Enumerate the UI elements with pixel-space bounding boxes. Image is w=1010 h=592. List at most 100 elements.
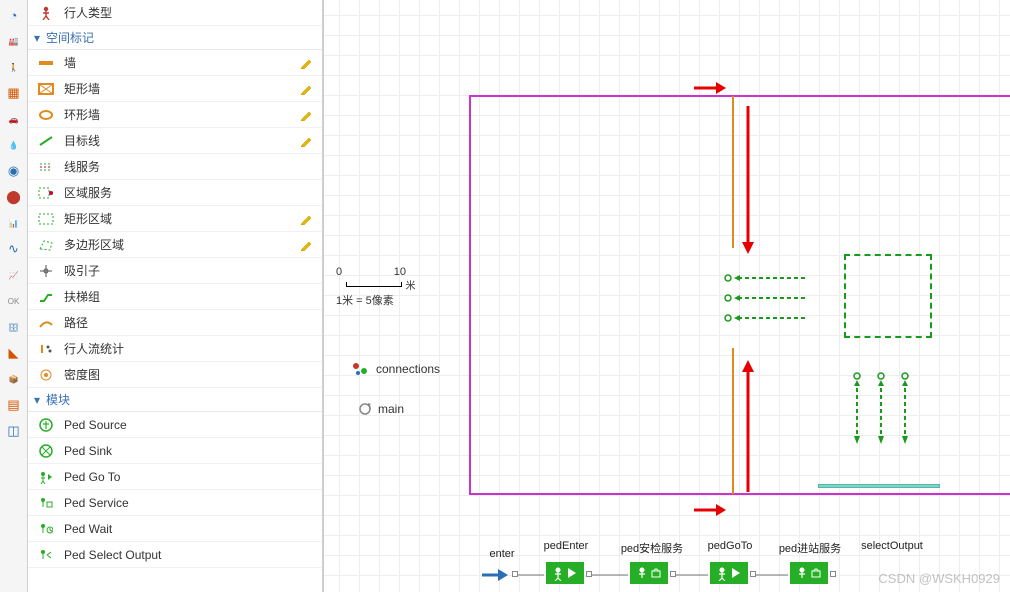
flow-label-secserv: ped安检服务 bbox=[616, 540, 688, 556]
pencil-icon[interactable] bbox=[298, 55, 314, 71]
service-vline-1[interactable] bbox=[852, 370, 862, 446]
palette-item[interactable]: 密度图 bbox=[28, 362, 322, 388]
flow-stat-icon bbox=[36, 341, 56, 357]
palette-item-label: 墙 bbox=[64, 54, 298, 71]
pencil-icon[interactable] bbox=[298, 211, 314, 227]
shape-icon[interactable]: ◣ bbox=[5, 344, 23, 362]
service-vline-3[interactable] bbox=[900, 370, 910, 446]
palette-item[interactable]: Ped Service bbox=[28, 490, 322, 516]
flow-label-goto: pedGoTo bbox=[700, 540, 760, 552]
palette-item[interactable]: 矩形区域 bbox=[28, 206, 322, 232]
palette-item[interactable]: Ped Go To bbox=[28, 464, 322, 490]
palette-item-label: Ped Source bbox=[64, 418, 314, 432]
palette-item[interactable]: 多边形区域 bbox=[28, 232, 322, 258]
pencil-icon[interactable] bbox=[298, 133, 314, 149]
enter-arrow[interactable] bbox=[482, 568, 508, 582]
palette-item[interactable]: Ped Sink bbox=[28, 438, 322, 464]
palette-item-label: 吸引子 bbox=[64, 262, 298, 279]
main-label: main bbox=[378, 402, 404, 416]
palette-item[interactable]: 目标线 bbox=[28, 128, 322, 154]
palette-item[interactable]: 墙 bbox=[28, 50, 322, 76]
fluid-icon[interactable]: 💧 bbox=[5, 136, 23, 154]
layers-icon[interactable]: ▤ bbox=[5, 396, 23, 414]
connections-row[interactable]: connections bbox=[352, 362, 440, 376]
palette-group-blocks[interactable]: ▾ 模块 bbox=[28, 388, 322, 412]
service-line-3[interactable] bbox=[720, 313, 810, 323]
ok-icon[interactable]: OK bbox=[5, 292, 23, 310]
wait-icon bbox=[36, 521, 56, 537]
arrow-up bbox=[740, 358, 756, 494]
arrow-top bbox=[692, 80, 726, 96]
service-line-2[interactable] bbox=[720, 293, 810, 303]
palette-item[interactable]: 线服务 bbox=[28, 154, 322, 180]
flow-block-goto[interactable] bbox=[710, 562, 748, 584]
connect-icon[interactable]: ∿ bbox=[5, 240, 23, 258]
palette-item-pedtype[interactable]: 行人类型 bbox=[28, 0, 322, 26]
canvas[interactable]: 0 10 米 1米 = 5像素 connections main bbox=[323, 0, 1010, 592]
palette-item-label: 扶梯组 bbox=[64, 288, 298, 305]
flow-block-secserv[interactable] bbox=[630, 562, 668, 584]
palette-item-label: 多边形区域 bbox=[64, 236, 298, 253]
state-icon[interactable]: ◉ bbox=[5, 162, 23, 180]
flow-link bbox=[676, 574, 708, 576]
port[interactable] bbox=[830, 571, 836, 577]
connections-icon bbox=[352, 362, 370, 376]
flow-label-enter: enter bbox=[482, 548, 522, 560]
palette-item-label: 环形墙 bbox=[64, 106, 298, 123]
palette-item[interactable]: 区域服务 bbox=[28, 180, 322, 206]
pencil-icon bbox=[298, 315, 314, 331]
palette-item-label: Ped Sink bbox=[64, 444, 314, 458]
area-serv-icon bbox=[36, 185, 56, 201]
density-icon bbox=[36, 367, 56, 383]
factory-icon[interactable]: 🏭 bbox=[5, 32, 23, 50]
palette-group-label: 空间标记 bbox=[46, 29, 94, 46]
pencil-icon[interactable] bbox=[298, 237, 314, 253]
watermark: CSDN @WSKH0929 bbox=[878, 571, 1000, 586]
pencil-icon[interactable] bbox=[298, 107, 314, 123]
chart-icon[interactable]: 📊 bbox=[5, 214, 23, 232]
palette-item[interactable]: 矩形墙 bbox=[28, 76, 322, 102]
chevron-down-icon: ▾ bbox=[34, 393, 46, 407]
db-icon[interactable]: 🗄 bbox=[5, 318, 23, 336]
area-rect[interactable] bbox=[844, 254, 932, 338]
pedestrian-icon[interactable]: 🚶 bbox=[5, 58, 23, 76]
wall-bottom[interactable] bbox=[732, 348, 734, 494]
flow-link bbox=[756, 574, 788, 576]
palette-item[interactable]: 扶梯组 bbox=[28, 284, 322, 310]
main-row[interactable]: main bbox=[356, 402, 404, 416]
pencil-icon bbox=[298, 367, 314, 383]
palette-item[interactable]: Ped Source bbox=[28, 412, 322, 438]
scale-widget: 0 10 米 1米 = 5像素 bbox=[336, 268, 412, 308]
connections-label: connections bbox=[376, 362, 440, 376]
box-icon[interactable]: 📦 bbox=[5, 370, 23, 388]
service-vline-2[interactable] bbox=[876, 370, 886, 446]
service-icon bbox=[36, 495, 56, 511]
palette-item[interactable]: 路径 bbox=[28, 310, 322, 336]
palette-item[interactable]: Ped Wait bbox=[28, 516, 322, 542]
clock-icon[interactable]: ◔ bbox=[5, 6, 23, 24]
flow-label-staserv: ped进站服务 bbox=[774, 540, 846, 556]
car-icon[interactable]: 🚗 bbox=[5, 110, 23, 128]
palette-item-label: 矩形区域 bbox=[64, 210, 298, 227]
line-serv-icon bbox=[36, 159, 56, 175]
palette-item[interactable]: 行人流统计 bbox=[28, 336, 322, 362]
service-line-1[interactable] bbox=[720, 273, 810, 283]
pencil-icon[interactable] bbox=[298, 81, 314, 97]
target-line[interactable] bbox=[818, 484, 940, 488]
palette-group-space[interactable]: ▾ 空间标记 bbox=[28, 26, 322, 50]
chevron-down-icon: ▾ bbox=[34, 31, 46, 45]
palette-item-label: Ped Service bbox=[64, 496, 314, 510]
flow-block-pedenter[interactable] bbox=[546, 562, 584, 584]
palette-item-label: Ped Wait bbox=[64, 522, 314, 536]
arrow-bottom bbox=[692, 502, 726, 518]
bars-icon[interactable]: 📈 bbox=[5, 266, 23, 284]
rail-icon[interactable]: ▦ bbox=[5, 84, 23, 102]
window-icon[interactable]: ◫ bbox=[5, 422, 23, 440]
palette-item[interactable]: 环形墙 bbox=[28, 102, 322, 128]
wall-top[interactable] bbox=[732, 96, 734, 248]
agent-icon[interactable]: ⬤ bbox=[5, 188, 23, 206]
wall-icon bbox=[36, 55, 56, 71]
flow-block-staserv[interactable] bbox=[790, 562, 828, 584]
palette-item[interactable]: 吸引子 bbox=[28, 258, 322, 284]
palette-item[interactable]: Ped Select Output bbox=[28, 542, 322, 568]
